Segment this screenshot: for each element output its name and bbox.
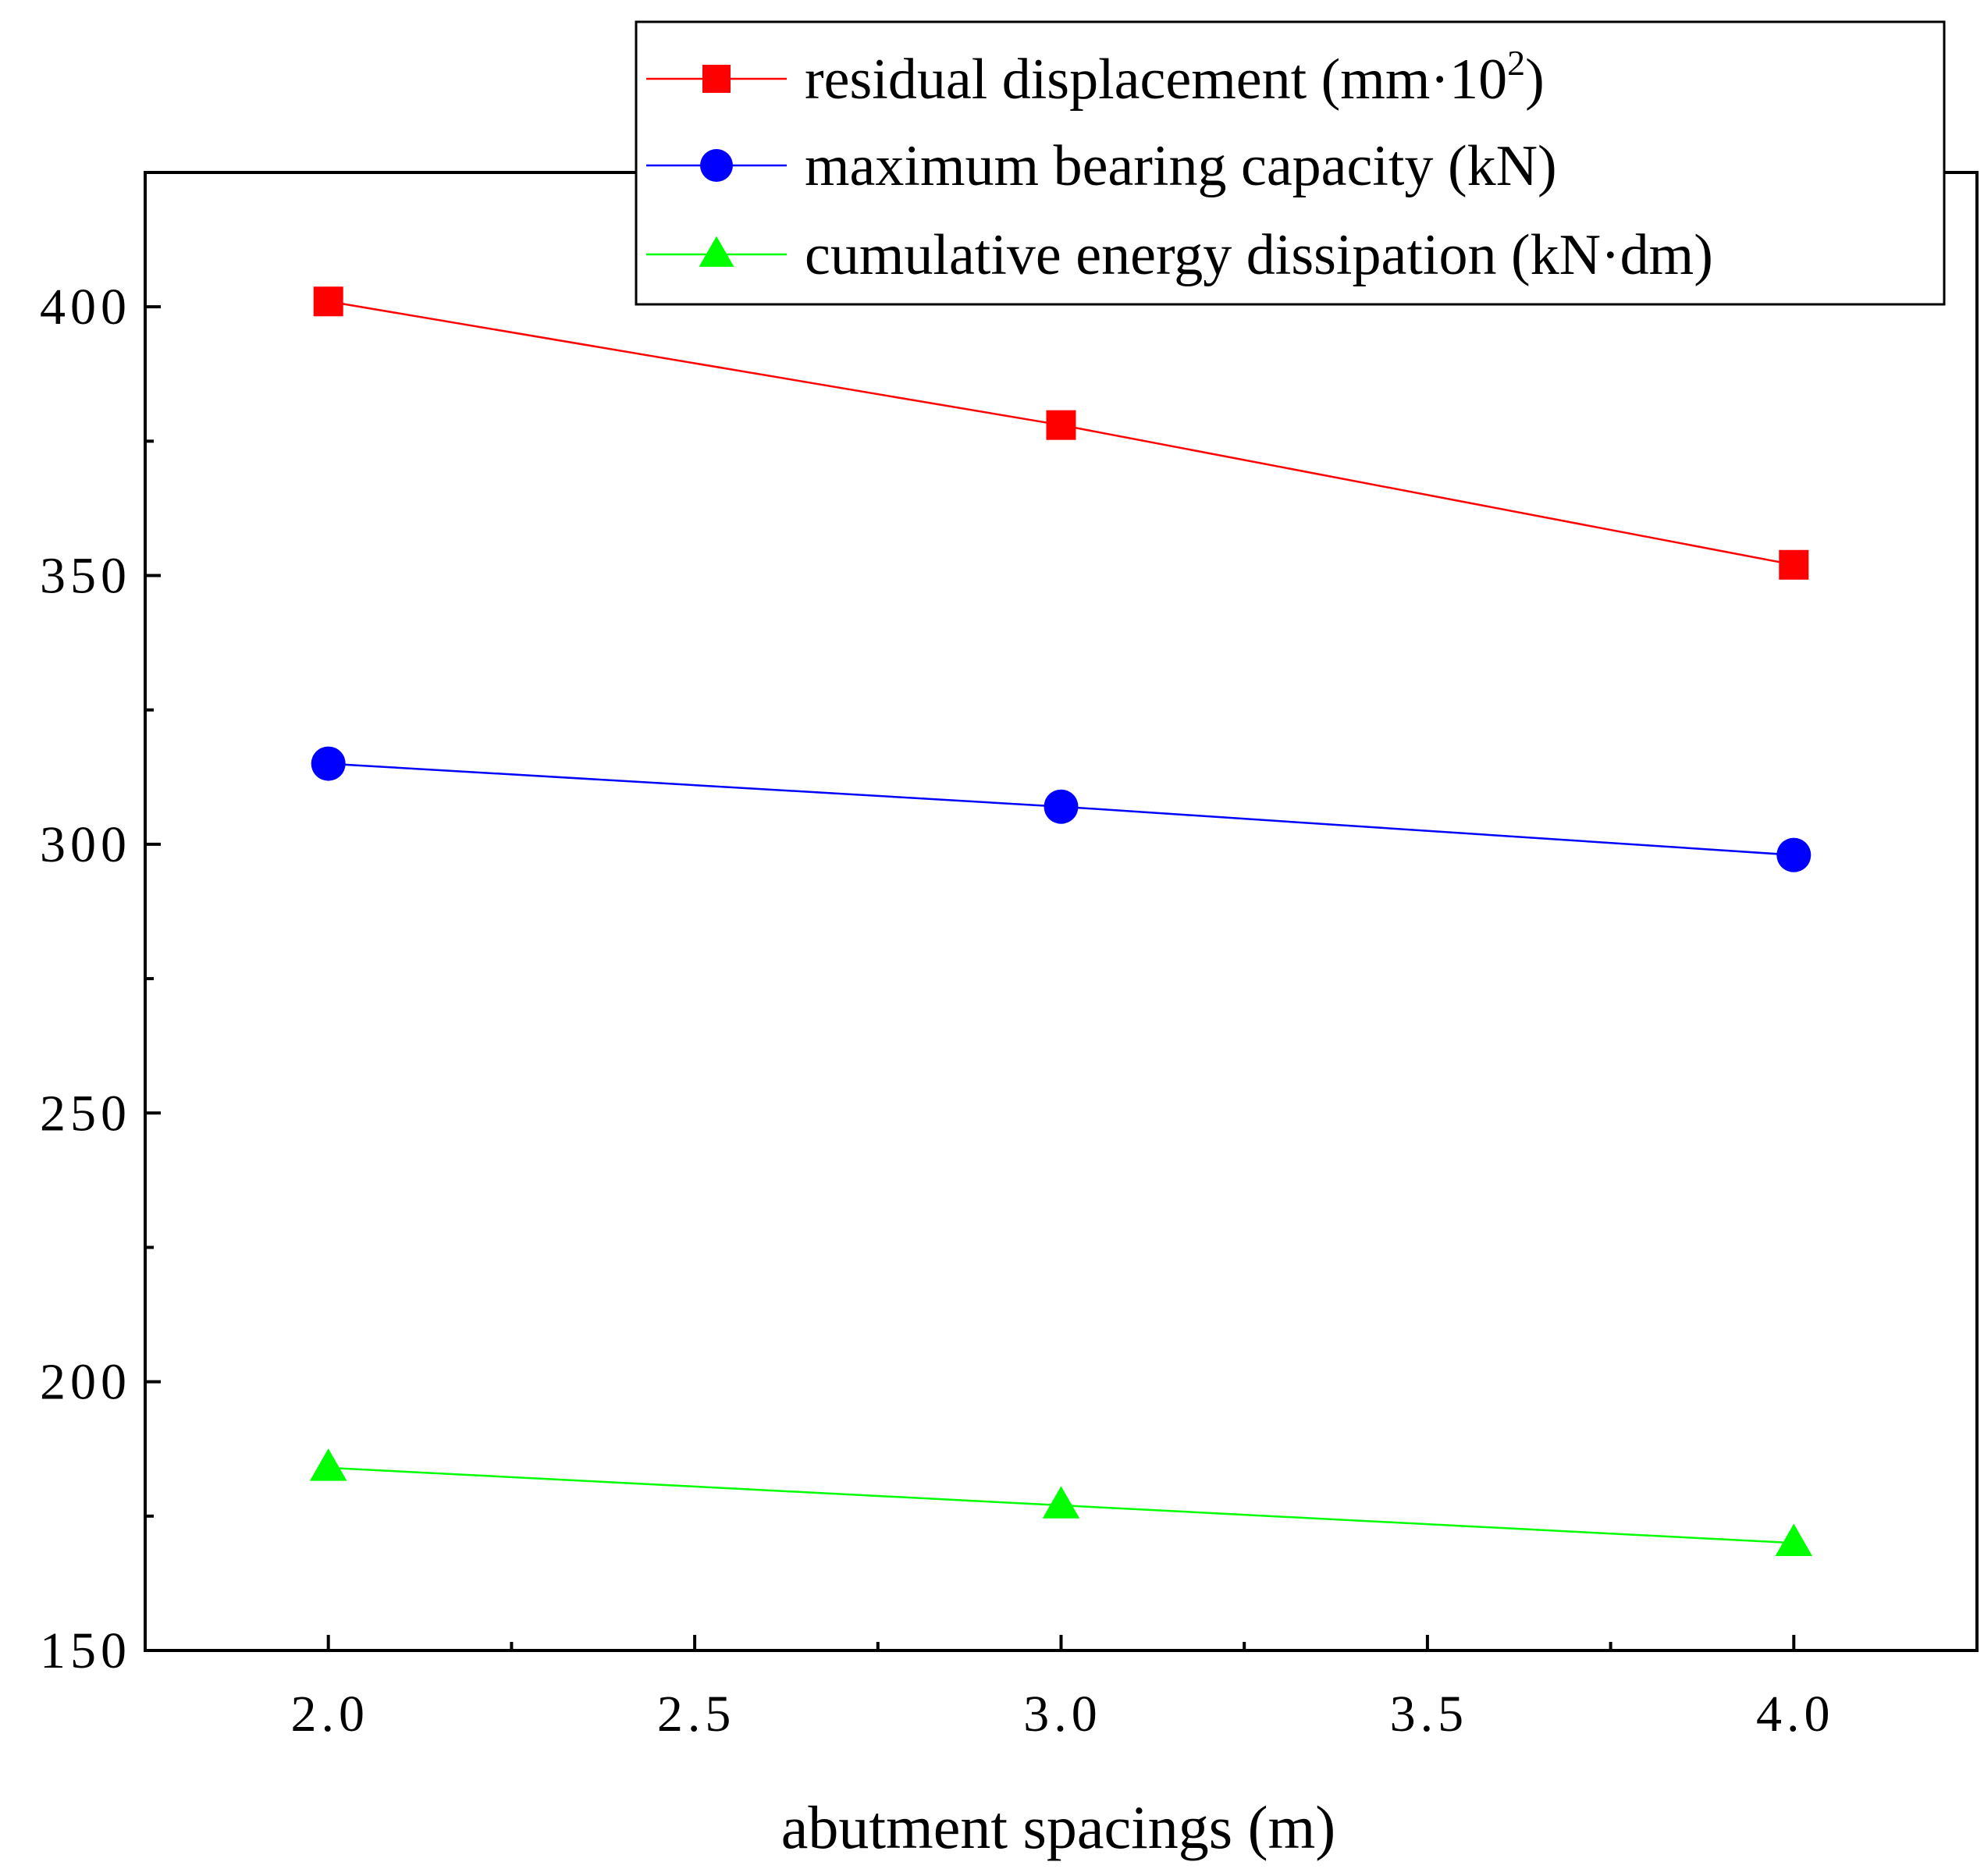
data-point-circle <box>1044 789 1079 824</box>
data-point-triangle <box>699 236 734 267</box>
legend-box <box>635 20 1946 306</box>
x-tick-label: 3.0 <box>1023 1686 1102 1743</box>
x-tick-label: 4.0 <box>1756 1686 1835 1743</box>
x-axis-title: abutment spacings (m) <box>781 1793 1336 1861</box>
y-tick-label: 150 <box>40 1622 131 1679</box>
x-tick-label: 3.5 <box>1390 1686 1469 1743</box>
y-tick-label: 250 <box>40 1085 131 1142</box>
axes: 150 200 250 300 350 400 2.0 2.5 3.0 3.5 4.0 <box>40 171 1979 1743</box>
y-tick-label: 300 <box>40 816 131 873</box>
y-tick-label: 400 <box>40 279 131 336</box>
legend-item-1: residual displacement (mm·102) <box>646 43 1545 112</box>
legend: residual displacement (mm·102) maximum be… <box>635 20 1946 306</box>
data-point-triangle <box>309 1448 347 1481</box>
data-point-triangle <box>1775 1523 1813 1557</box>
legend-label: residual displacement (mm·102) <box>805 43 1545 112</box>
x-tick-label: 2.0 <box>290 1686 369 1743</box>
legend-label: maximum bearing capacity (kN) <box>805 134 1557 198</box>
data-point-square <box>1046 410 1076 440</box>
plot-frame <box>144 171 1979 1652</box>
legend-item-3: cumulative energy dissipation (kN·dm) <box>646 223 1713 287</box>
data-point-circle <box>700 149 733 182</box>
y-tick-label: 200 <box>40 1354 131 1411</box>
data-point-triangle <box>1042 1486 1080 1519</box>
series-2 <box>311 746 1812 872</box>
legend-label: cumulative energy dissipation (kN·dm) <box>805 223 1713 287</box>
data-point-square <box>313 286 343 317</box>
data-point-circle <box>1776 837 1812 872</box>
series-1 <box>313 286 1809 580</box>
legend-item-2: maximum bearing capacity (kN) <box>646 134 1557 198</box>
data-point-circle <box>311 746 346 781</box>
x-tick-label: 2.5 <box>657 1686 736 1743</box>
data-point-square <box>1779 549 1809 580</box>
series-layer <box>309 286 1813 1557</box>
data-point-square <box>702 65 731 93</box>
y-tick-label: 350 <box>40 548 131 605</box>
series-3 <box>309 1448 1813 1557</box>
